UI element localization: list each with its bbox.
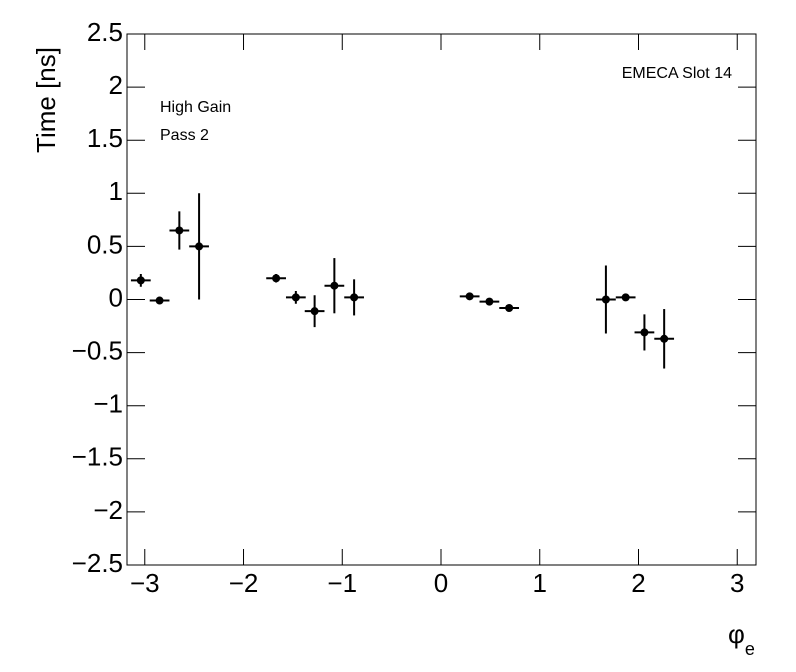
data-point [350, 293, 359, 302]
x-tick-label: 3 [730, 568, 744, 598]
data-point [330, 281, 339, 290]
data-point [175, 226, 184, 235]
data-point [601, 295, 610, 304]
y-tick-label: 1 [109, 176, 123, 206]
y-tick-label: 2.5 [87, 17, 123, 47]
annotation: High Gain [160, 99, 231, 116]
x-tick-label: 0 [434, 568, 448, 598]
data-point [272, 274, 281, 283]
data-point [485, 297, 494, 306]
y-tick-label: 2 [109, 70, 123, 100]
data-point [505, 303, 514, 312]
y-axis-label: Time [ns] [31, 47, 61, 153]
data-point [465, 292, 474, 301]
y-tick-label: 0.5 [87, 229, 123, 259]
annotation: Pass 2 [160, 127, 209, 144]
y-tick-label: −2.5 [72, 548, 123, 578]
y-tick-label: −1 [93, 389, 123, 419]
x-tick-label: −3 [130, 568, 160, 598]
data-point [195, 242, 204, 251]
data-point [136, 276, 145, 285]
x-tick-label: −1 [327, 568, 357, 598]
x-tick-label: −2 [229, 568, 259, 598]
data-point [291, 293, 300, 302]
x-tick-label: 1 [533, 568, 547, 598]
x-axis-label: φe [728, 619, 755, 659]
y-tick-label: −1.5 [72, 442, 123, 472]
data-point [155, 296, 164, 305]
x-tick-label: 2 [631, 568, 645, 598]
data-point [640, 328, 649, 337]
data-point [621, 293, 630, 302]
data-point [660, 334, 669, 343]
annotation: EMECA Slot 14 [622, 65, 732, 82]
data-point [310, 307, 319, 316]
y-tick-label: 1.5 [87, 123, 123, 153]
y-tick-label: −0.5 [72, 335, 123, 365]
y-tick-label: −2 [93, 495, 123, 525]
y-tick-label: 0 [109, 282, 123, 312]
